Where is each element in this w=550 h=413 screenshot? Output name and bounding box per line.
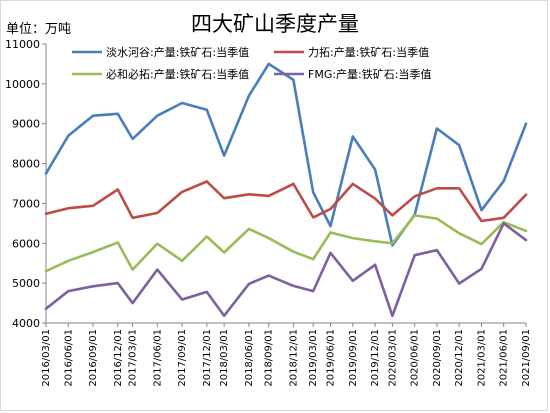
x-tick-label: 2018/12/01: [288, 329, 299, 387]
series-line-3: [44, 214, 528, 273]
x-tick-label: 2017/09/01: [177, 329, 188, 387]
x-tick-label: 2021/03/01: [476, 329, 487, 387]
x-tick-label: 2019/03/01: [308, 329, 319, 387]
y-tick-label: 10000: [5, 78, 40, 91]
series-line-2: [44, 180, 528, 223]
x-tick-label: 2019/09/01: [348, 329, 359, 387]
y-tick-label: 11000: [5, 38, 40, 51]
legend-label: 必和必拓:产量:铁矿石:当季值: [106, 67, 249, 81]
x-tick-label: 2021/09/01: [521, 329, 532, 387]
series-line-1: [44, 62, 528, 247]
legend-label: 力拓:产量:铁矿石:当季值: [308, 45, 429, 59]
y-tick-label: 4000: [12, 317, 40, 330]
x-tick-label: 2017/03/01: [128, 329, 139, 387]
x-tick-label: 2016/12/01: [113, 329, 124, 387]
x-tick-label: 2016/03/01: [41, 329, 52, 387]
x-tick-label: 2018/03/01: [219, 329, 230, 387]
legend-label: FMG:产量:铁矿石:当季值: [308, 67, 431, 81]
x-tick-label: 2020/09/01: [432, 329, 443, 387]
x-tick-label: 2018/06/01: [244, 329, 255, 387]
x-tick-label: 2018/09/01: [264, 329, 275, 387]
x-tick-label: 2021/06/01: [499, 329, 510, 387]
x-tick-label: 2016/09/01: [88, 329, 99, 387]
y-tick-label: 8000: [12, 158, 40, 171]
y-tick-label: 5000: [12, 277, 40, 290]
x-tick-label: 2020/03/01: [387, 329, 398, 387]
y-tick-label: 7000: [12, 197, 40, 210]
x-tick-label: 2020/12/01: [454, 329, 465, 387]
x-tick-label: 2017/12/01: [202, 329, 213, 387]
y-tick-label: 9000: [12, 118, 40, 131]
x-tick-label: 2020/06/01: [410, 329, 421, 387]
chart-title: 四大矿山季度产量: [191, 12, 359, 36]
series-line-4: [44, 222, 528, 318]
x-tick-label: 2019/12/01: [370, 329, 381, 387]
x-tick-label: 2016/06/01: [63, 329, 74, 387]
x-tick-label: 2017/06/01: [152, 329, 163, 387]
legend-label: 淡水河谷:产量:铁矿石:当季值: [106, 45, 249, 59]
y-tick-label: 6000: [12, 237, 40, 250]
unit-label: 单位：万吨: [6, 22, 72, 37]
x-tick-label: 2019/06/01: [326, 329, 337, 387]
